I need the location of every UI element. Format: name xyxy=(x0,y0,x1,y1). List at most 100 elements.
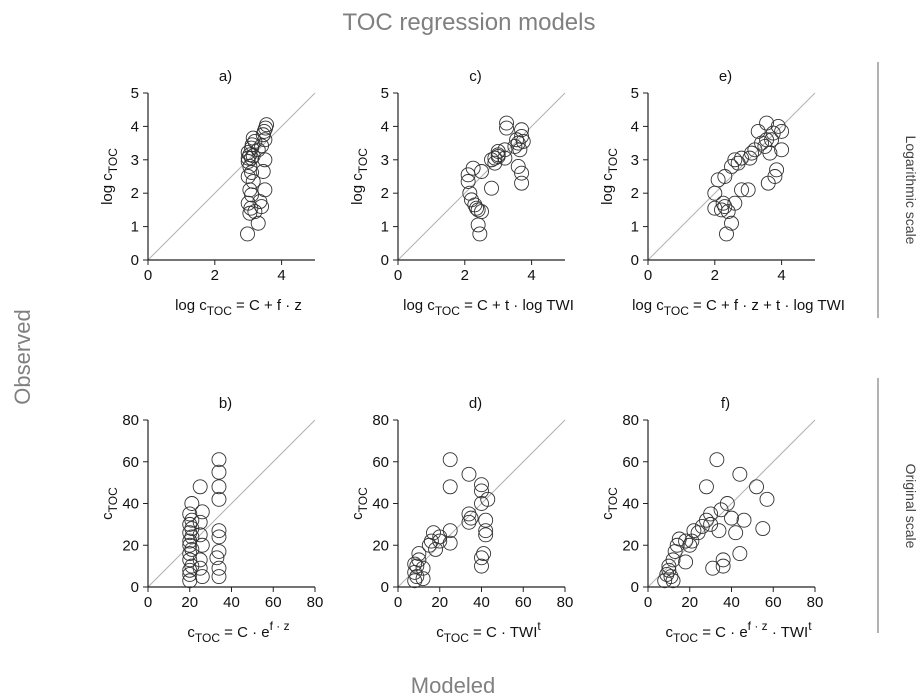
data-point xyxy=(678,554,694,570)
data-point xyxy=(411,546,427,562)
data-point xyxy=(769,162,785,178)
data-point xyxy=(484,180,499,196)
y-tick-label: 0 xyxy=(631,252,639,269)
panel-a: 0 2 4 0 1 2 3 4 5 a) log cTOC = C + f · z log cTOC xyxy=(99,68,316,318)
panel-d: 0 20 40 60 80 0 20 40 60 80 d) cTOC = C · TWIt cTOC xyxy=(349,395,573,645)
y-tick-label: 0 xyxy=(631,579,639,596)
y-tick-label: 40 xyxy=(122,496,139,513)
x-tick-label: 80 xyxy=(557,594,574,611)
data-point xyxy=(409,569,425,585)
x-tick-label: 0 xyxy=(394,267,402,284)
data-point xyxy=(715,195,731,211)
data-point xyxy=(182,567,198,582)
data-point xyxy=(744,145,759,161)
y-tick-label: 2 xyxy=(381,185,389,202)
x-tick-label: 4 xyxy=(527,267,535,284)
y-axis-label: cTOC xyxy=(599,487,620,520)
data-point xyxy=(474,477,489,493)
panel-b: 0 20 40 60 80 0 20 40 60 80 b) cTOC = C · ef · z cTO… xyxy=(99,395,323,645)
panel-label: e) xyxy=(719,68,732,85)
data-point xyxy=(770,118,786,134)
data-point xyxy=(480,491,496,507)
data-point xyxy=(510,159,526,174)
y-tick-label: 4 xyxy=(381,118,389,135)
y-tick-label: 3 xyxy=(381,152,389,169)
data-point xyxy=(659,567,675,582)
data-point xyxy=(432,533,448,549)
data-point xyxy=(257,152,273,168)
data-point xyxy=(460,174,476,189)
y-tick-label: 4 xyxy=(131,118,139,135)
y-axis-label: log cTOC xyxy=(99,148,120,205)
data-point xyxy=(184,558,200,574)
data-point xyxy=(192,514,208,530)
y-tick-label: 80 xyxy=(372,412,389,429)
x-tick-label: 80 xyxy=(807,594,824,611)
y-tick-label: 20 xyxy=(372,537,389,554)
x-axis-label: log cTOC = C + f · z + t · log TWI xyxy=(632,297,845,318)
data-point xyxy=(250,215,266,231)
data-point xyxy=(211,569,227,585)
x-axis-label: cTOC = C · ef · z · TWIt xyxy=(665,619,812,645)
data-point xyxy=(724,510,739,526)
data-point xyxy=(719,496,735,511)
data-point xyxy=(194,504,210,520)
data-point xyxy=(732,546,748,562)
data-point xyxy=(724,159,739,174)
x-tick-label: 0 xyxy=(144,594,152,611)
data-point xyxy=(461,506,477,522)
data-point xyxy=(211,491,227,507)
data-point xyxy=(184,529,200,545)
data-point xyxy=(705,560,721,576)
data-point xyxy=(661,562,677,578)
data-point xyxy=(407,556,423,572)
one-to-one-line xyxy=(147,92,316,261)
data-point xyxy=(240,150,256,166)
data-point xyxy=(415,571,431,587)
y-tick-label: 3 xyxy=(131,152,139,169)
data-point xyxy=(252,194,268,210)
panel-f: 0 20 40 60 80 0 20 40 60 80 f) cTOC = C · ef · z · … xyxy=(599,395,823,645)
data-point xyxy=(211,560,227,576)
data-point xyxy=(713,502,729,518)
data-point xyxy=(686,523,702,539)
data-point xyxy=(423,533,439,549)
data-point xyxy=(463,510,479,526)
data-point xyxy=(749,479,764,495)
data-point xyxy=(719,226,734,242)
data-point xyxy=(767,169,783,184)
x-tick-label: 40 xyxy=(723,594,740,611)
data-point xyxy=(474,483,489,499)
y-tick-label: 20 xyxy=(622,537,639,554)
data-point xyxy=(184,541,200,557)
data-point xyxy=(478,527,494,543)
y-tick-label: 3 xyxy=(631,152,639,169)
x-axis-label: cTOC = C · ef · z xyxy=(187,619,289,645)
data-point xyxy=(182,537,198,553)
data-point xyxy=(469,200,484,216)
row-label-original: Original scale xyxy=(903,464,919,549)
x-tick-label: 60 xyxy=(765,594,782,611)
x-tick-label: 20 xyxy=(681,594,698,611)
data-point xyxy=(182,562,198,578)
y-axis-label: log cTOC xyxy=(349,148,370,205)
data-point xyxy=(470,202,486,218)
y-tick-label: 2 xyxy=(631,185,639,202)
data-point xyxy=(211,479,227,495)
x-tick-label: 2 xyxy=(711,267,719,284)
data-point xyxy=(734,150,749,166)
data-point xyxy=(499,115,514,131)
data-point xyxy=(711,523,727,539)
x-tick-label: 20 xyxy=(431,594,448,611)
y-tick-label: 60 xyxy=(122,454,139,471)
data-point xyxy=(514,175,530,191)
data-point xyxy=(774,123,790,139)
data-point xyxy=(694,519,710,534)
figure-title: TOC regression models xyxy=(343,9,596,36)
x-tick-label: 40 xyxy=(473,594,490,611)
data-point xyxy=(192,479,208,495)
y-tick-label: 60 xyxy=(622,454,639,471)
data-point xyxy=(182,516,198,532)
y-tick-label: 20 xyxy=(122,537,139,554)
